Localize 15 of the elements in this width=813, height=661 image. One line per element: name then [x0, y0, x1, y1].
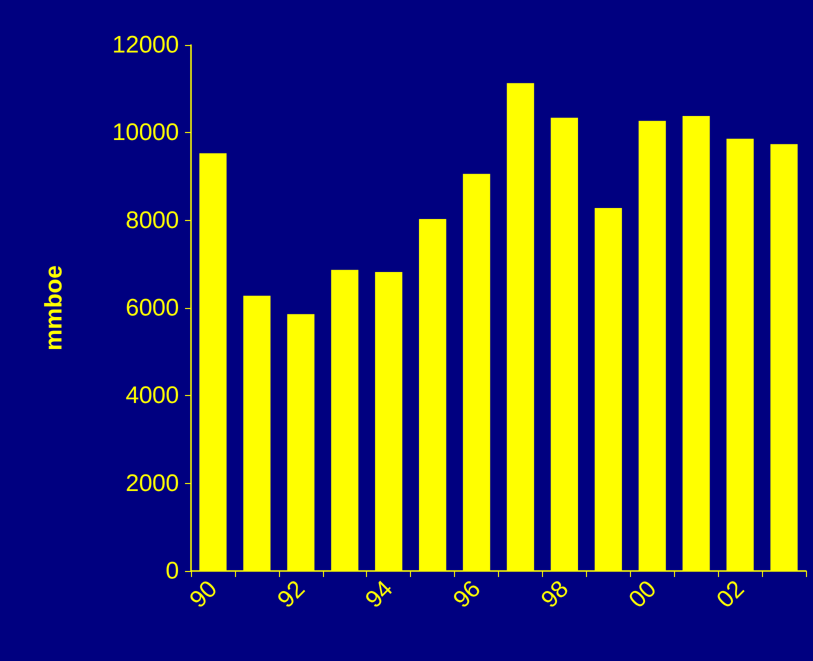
y-tick-label: 0 [166, 558, 179, 584]
y-axis-title: mmboe [40, 265, 68, 351]
x-tick-label: 98 [536, 575, 574, 614]
y-tick-label: 4000 [126, 382, 179, 410]
y-tick-label: 6000 [126, 294, 179, 322]
x-tick-label: 92 [272, 575, 310, 614]
y-tick-label: 12000 [112, 32, 179, 58]
y-tick-label: 8000 [126, 206, 179, 234]
x-tick-label: 96 [448, 575, 486, 614]
x-tick-label: 94 [360, 575, 398, 614]
x-tick-label: 02 [712, 575, 750, 614]
y-tick-label: 2000 [126, 470, 179, 497]
x-tick-label: 00 [624, 575, 662, 614]
x-tick-label: 90 [184, 575, 223, 614]
y-tick-label: 10000 [112, 119, 179, 146]
